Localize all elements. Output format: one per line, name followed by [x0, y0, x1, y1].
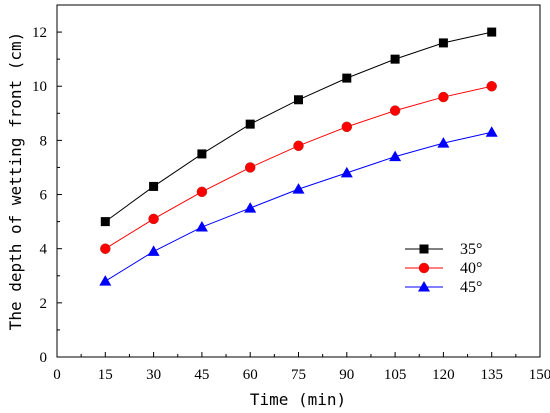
series-3-point	[99, 275, 112, 286]
series-3-point	[244, 202, 257, 213]
series-1-point	[438, 38, 448, 48]
legend-label: 35°	[460, 241, 482, 258]
series-1	[100, 27, 497, 227]
y-tick-label: 10	[32, 79, 47, 95]
legend-marker	[419, 244, 429, 254]
x-tick-label: 90	[339, 367, 354, 383]
series-3	[99, 126, 498, 286]
series-layer	[99, 27, 498, 286]
x-tick-label: 105	[384, 367, 407, 383]
x-tick-label: 135	[480, 367, 503, 383]
y-tick-label: 4	[40, 242, 48, 258]
legend-label: 45°	[460, 279, 482, 296]
legend-label: 40°	[460, 260, 482, 277]
legend-marker	[418, 281, 430, 292]
y-axis-title: The depth of wetting front (cm)	[6, 32, 25, 331]
x-tick-label: 0	[53, 367, 61, 383]
x-tick-label: 60	[243, 367, 258, 383]
series-2-point	[148, 213, 159, 225]
legend-item: 35°	[405, 241, 482, 258]
series-3-point	[292, 183, 305, 194]
series-2-point	[438, 91, 449, 103]
series-1-point	[197, 149, 207, 159]
series-1-point	[149, 181, 159, 191]
series-3-line	[105, 131, 492, 282]
axis-ticks	[56, 4, 541, 358]
x-axis-title: Time (min)	[250, 390, 346, 409]
series-2-point	[293, 140, 304, 152]
series-2-point	[100, 243, 111, 254]
y-tick-label: 6	[40, 188, 48, 204]
series-3-point	[389, 150, 402, 162]
series-3-point	[437, 137, 450, 148]
series-2-point	[196, 186, 208, 198]
series-1-point	[342, 73, 352, 83]
series-1-point	[294, 95, 303, 105]
series-1-point	[487, 27, 497, 37]
x-tick-label: 75	[291, 367, 306, 383]
series-2-point	[341, 121, 353, 133]
series-2-point	[389, 105, 401, 116]
series-3-point	[195, 221, 208, 232]
y-tick-label: 12	[32, 25, 47, 41]
series-1-point	[390, 54, 400, 64]
legend-item: 45°	[405, 279, 482, 296]
plot-frame	[56, 4, 541, 358]
series-3-point	[485, 126, 498, 137]
x-tick-label: 150	[529, 367, 550, 383]
y-tick-label: 2	[40, 296, 48, 312]
legend-item: 40°	[405, 260, 482, 277]
y-tick-label: 8	[40, 133, 48, 149]
series-2	[100, 80, 497, 254]
series-2-point	[486, 80, 497, 92]
series-2-point	[244, 162, 256, 173]
x-tick-label: 120	[432, 367, 455, 383]
series-3-point	[340, 166, 353, 178]
x-tick-label: 15	[98, 367, 113, 383]
series-2-line	[105, 85, 492, 250]
legend-marker	[418, 262, 430, 274]
y-tick-label: 0	[40, 350, 48, 366]
series-3-point	[147, 245, 160, 256]
axis-tick-labels: 0 15 30 45 60 75 90 105 120 135 150 0 2 4 6 8 10 12	[32, 25, 550, 383]
x-tick-label: 30	[146, 367, 161, 383]
legend: 35° 40° 45°	[405, 241, 482, 296]
series-1-point	[100, 217, 110, 227]
x-tick-label: 45	[194, 367, 209, 383]
series-1-point	[245, 119, 255, 129]
